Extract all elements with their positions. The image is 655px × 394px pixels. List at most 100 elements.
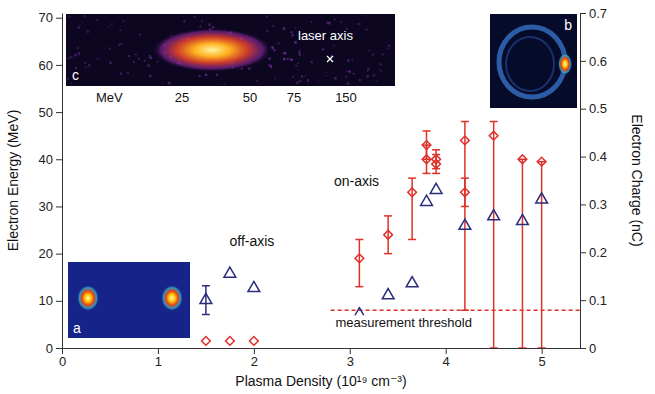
- error-bar-cap: [461, 121, 469, 123]
- inset-scale-unit: MeV: [96, 90, 123, 105]
- point: [408, 188, 417, 197]
- error-bar-cap: [538, 347, 546, 348]
- inset-b: b: [490, 14, 577, 108]
- tick-mark: [350, 348, 351, 354]
- inset-label: c: [72, 67, 79, 83]
- tick-mark: [580, 252, 586, 253]
- inset-speck: [270, 67, 272, 69]
- inset-speck: [215, 73, 218, 76]
- point: [248, 281, 260, 291]
- inset-speck: [256, 80, 258, 82]
- error-bar-line: [464, 122, 466, 311]
- inset-speck: [304, 75, 306, 77]
- inset-speck: [83, 15, 86, 18]
- axis-marker: [327, 56, 333, 62]
- inset-speck: [96, 19, 98, 21]
- y2-axis-line: [580, 14, 581, 349]
- error-bar: [538, 162, 546, 348]
- point: [537, 157, 546, 166]
- tick-label: 70: [39, 10, 53, 25]
- tick-mark: [580, 61, 586, 62]
- inset-speck: [345, 76, 348, 79]
- inset-speck: [193, 16, 195, 18]
- tick-mark: [254, 348, 255, 354]
- tick-label: 0: [46, 341, 53, 356]
- inset-speck: [367, 67, 370, 70]
- tick: 20: [39, 246, 62, 261]
- inset-speck: [310, 61, 313, 64]
- inset-speck: [282, 27, 285, 30]
- inset-speck: [357, 23, 359, 25]
- inset-speck: [333, 18, 335, 20]
- tick: 70: [39, 10, 62, 25]
- inset-speck: [325, 75, 327, 77]
- inset-speck: [272, 25, 274, 27]
- error-bar: [461, 122, 469, 311]
- point: [517, 214, 529, 224]
- error-bar: [432, 150, 440, 169]
- inset-speck: [273, 49, 275, 51]
- inset-speck: [290, 31, 293, 34]
- point: [422, 155, 431, 164]
- error-bar-cap: [355, 239, 363, 241]
- point: [536, 193, 548, 203]
- inset-speck: [353, 73, 355, 75]
- inset-image: [66, 14, 395, 86]
- inset-speck: [108, 26, 110, 28]
- inset-speck: [307, 79, 309, 81]
- inset-speck: [88, 64, 91, 67]
- error-bar-cap: [423, 130, 431, 132]
- y2-axis-title: Electron Charge (nC): [629, 114, 645, 246]
- inset-speck: [109, 61, 112, 64]
- tick-label: 20: [39, 246, 53, 261]
- tick: 0: [580, 341, 596, 356]
- inset-speck: [295, 27, 297, 29]
- point: [200, 293, 212, 303]
- error-bar-cap: [202, 314, 210, 316]
- error-bar: [384, 216, 392, 254]
- inset-speck: [135, 54, 137, 56]
- inset-a: a: [68, 262, 190, 338]
- inset-speck: [223, 83, 225, 85]
- inset-speck: [299, 80, 301, 82]
- error-bar: [490, 122, 498, 348]
- inset-speck: [127, 72, 129, 74]
- inset-spot: [161, 285, 183, 311]
- tick: 0.1: [580, 293, 607, 308]
- inset-speck: [299, 49, 301, 51]
- inset-speck: [76, 47, 78, 49]
- tick-label: 3: [347, 354, 354, 369]
- tick-label: 40: [39, 152, 53, 167]
- inset-speck: [183, 20, 185, 22]
- inset-speck: [322, 48, 325, 51]
- inset-speck: [334, 77, 337, 80]
- tick-mark: [56, 112, 62, 113]
- inset-speck: [205, 73, 208, 76]
- error-bar: [432, 155, 440, 174]
- x-axis-line: [63, 348, 581, 349]
- inset-speck: [291, 34, 294, 37]
- inset-speck: [372, 54, 375, 57]
- inset-texture: [67, 15, 390, 85]
- error-bar-cap: [202, 285, 210, 287]
- tick: 0: [46, 341, 62, 356]
- inset-speck: [128, 55, 130, 57]
- inset-speck: [79, 24, 81, 26]
- tick-mark: [56, 348, 62, 349]
- inset-speck: [122, 20, 124, 22]
- error-bar-cap: [408, 177, 416, 179]
- tick-label: 60: [39, 58, 53, 73]
- inset-speck: [317, 80, 319, 82]
- error-bar-line: [522, 159, 524, 348]
- error-bar-cap: [432, 173, 440, 175]
- inset-speck: [208, 23, 211, 26]
- inset-speck: [283, 58, 286, 61]
- point: [224, 267, 236, 277]
- error-bar-cap: [461, 310, 469, 312]
- inset-speck: [266, 15, 268, 17]
- inset-speck: [199, 26, 201, 28]
- inset-image: [68, 262, 190, 338]
- inset-speck: [74, 54, 77, 57]
- error-bar-cap: [384, 215, 392, 217]
- tick: 40: [39, 152, 62, 167]
